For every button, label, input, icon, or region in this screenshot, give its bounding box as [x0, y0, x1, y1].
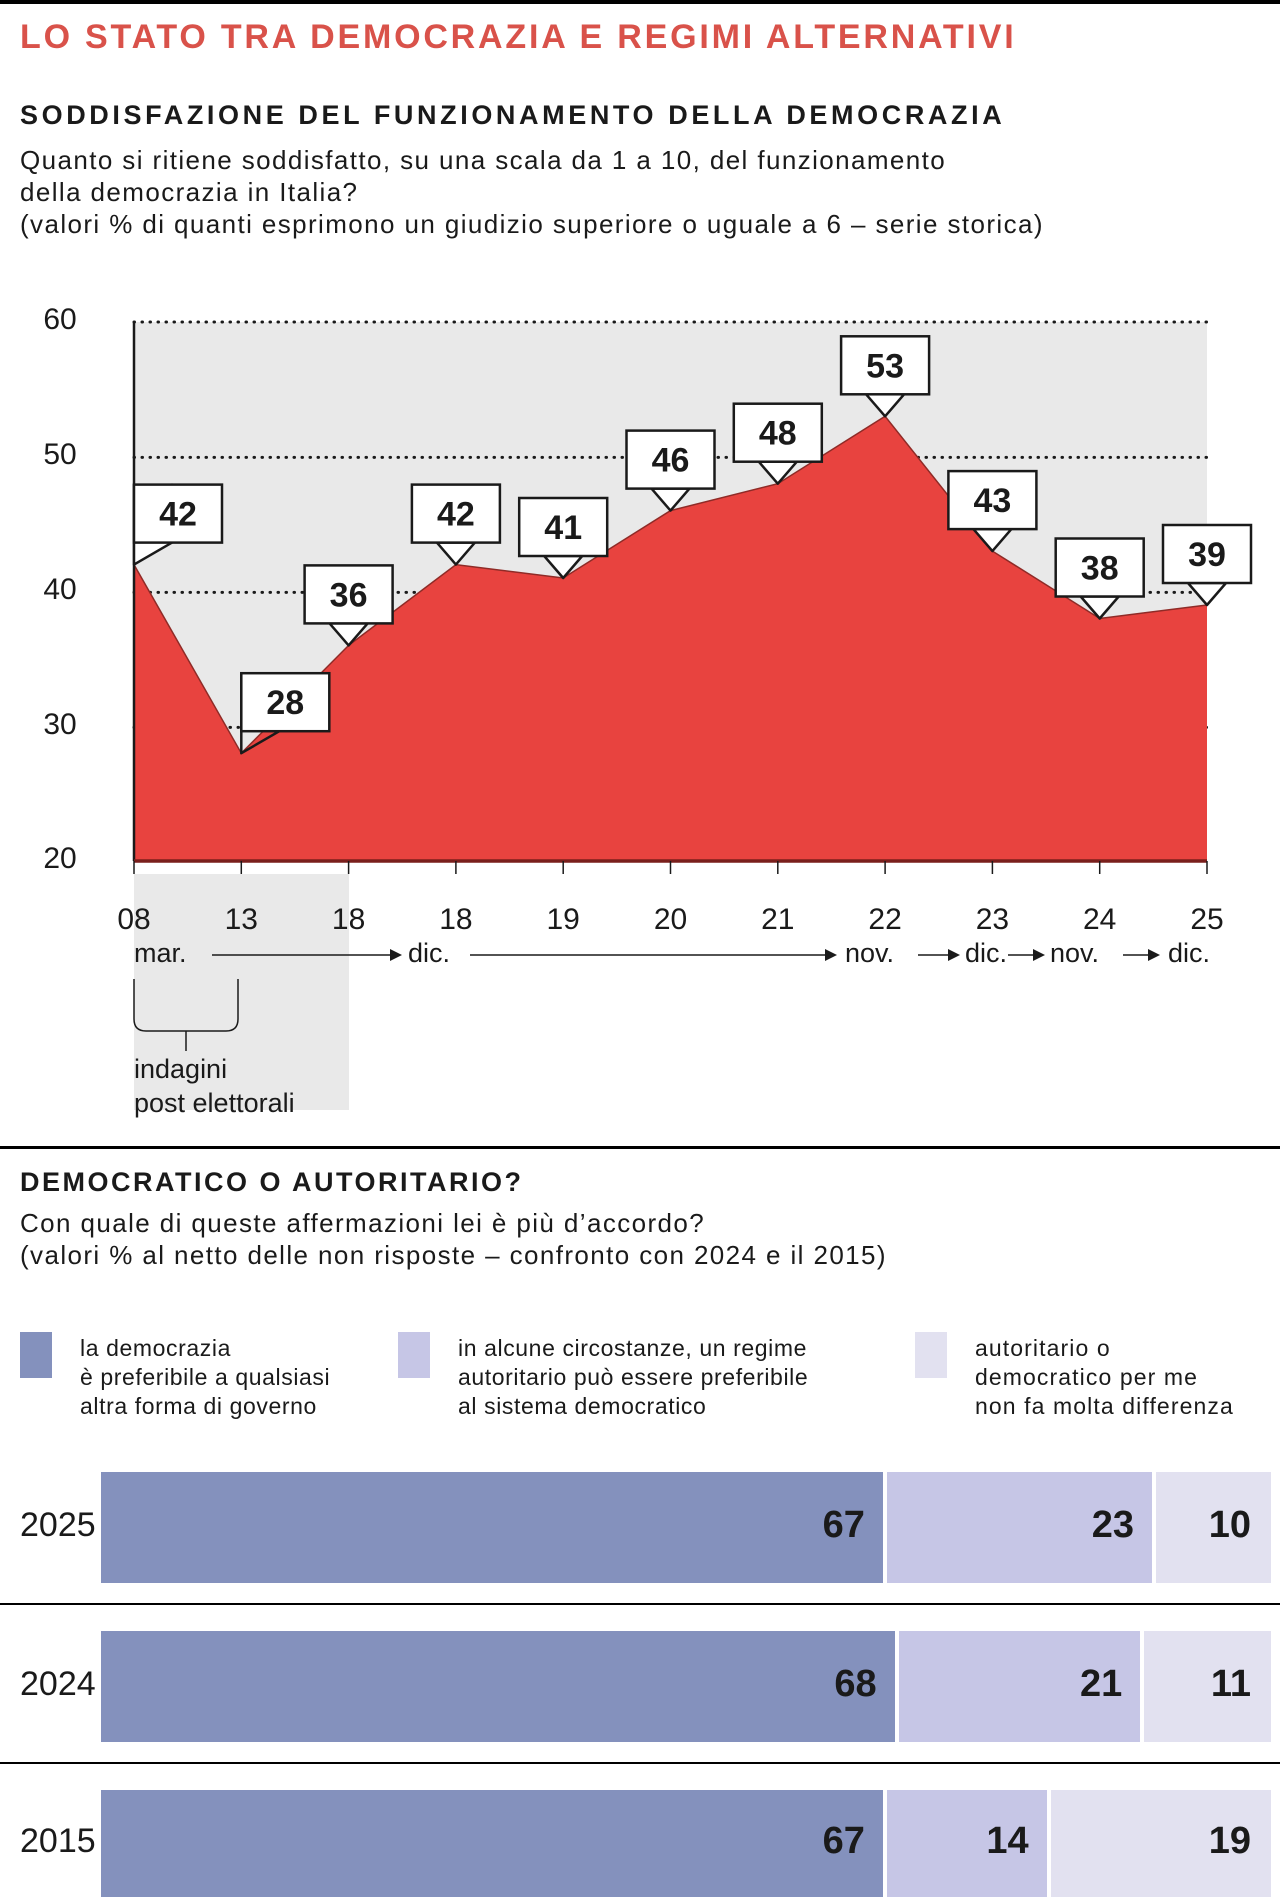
svg-text:46: 46	[652, 442, 690, 480]
svg-text:dic.: dic.	[1168, 938, 1210, 968]
svg-text:38: 38	[1081, 550, 1119, 588]
svg-text:42: 42	[159, 496, 197, 534]
svg-text:mar.: mar.	[134, 938, 187, 968]
svg-text:39: 39	[1188, 536, 1226, 574]
svg-text:41: 41	[544, 509, 582, 547]
svg-text:53: 53	[866, 347, 904, 385]
svg-text:nov.: nov.	[845, 938, 894, 968]
svg-text:36: 36	[330, 576, 368, 614]
svg-text:dic.: dic.	[408, 938, 450, 968]
svg-text:dic.: dic.	[965, 938, 1007, 968]
svg-text:28: 28	[266, 684, 304, 722]
svg-text:42: 42	[437, 496, 475, 534]
svg-text:43: 43	[973, 482, 1011, 520]
svg-text:48: 48	[759, 415, 797, 453]
svg-text:nov.: nov.	[1050, 938, 1099, 968]
